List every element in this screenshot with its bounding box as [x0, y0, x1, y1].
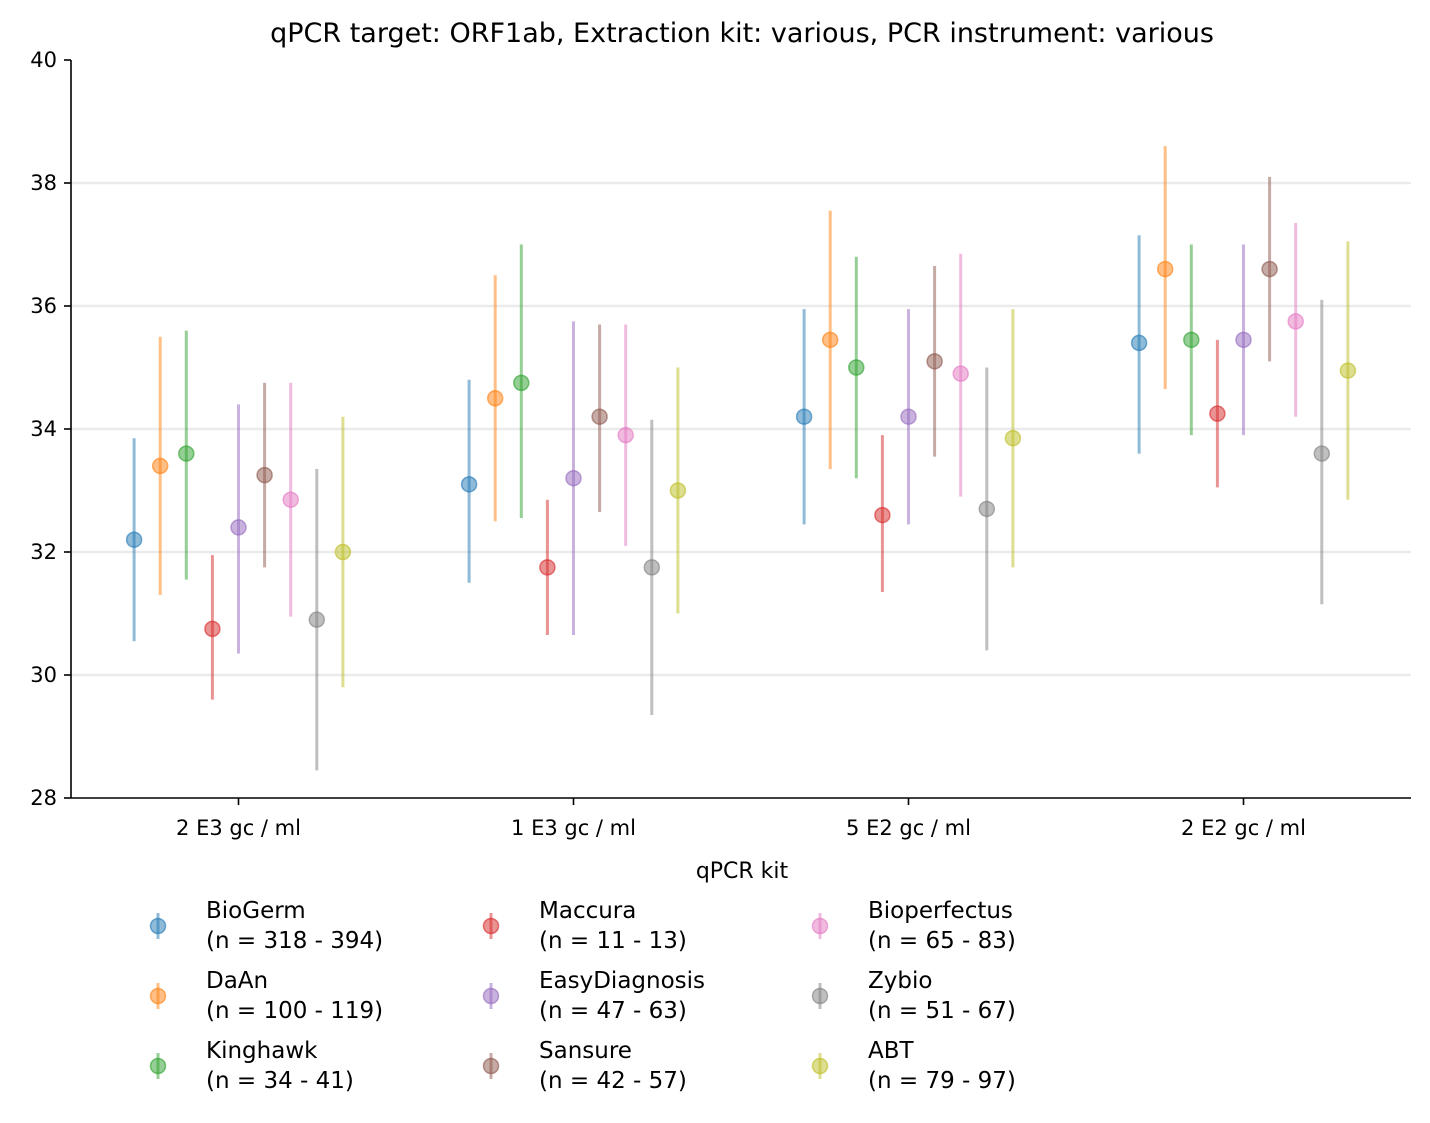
legend-marker-point	[482, 917, 500, 935]
mean-point-sansure	[256, 466, 273, 484]
legend-label: ABT	[868, 1038, 915, 1064]
y-tick-label: 34	[30, 417, 57, 441]
mean-point-easydiagnosis	[565, 469, 582, 487]
legend-n-label: (n = 47 - 63)	[539, 998, 687, 1024]
mean-point-zybio	[308, 611, 326, 628]
mean-point-maccura	[539, 559, 556, 576]
mean-point-kinghawk	[178, 445, 195, 462]
legend-label: EasyDiagnosis	[539, 968, 705, 994]
mean-point-daan	[821, 331, 839, 349]
mean-point-bioperfectus	[952, 365, 969, 382]
x-tick-label: 5 E2 gc / ml	[846, 816, 971, 840]
x-tick-label: 2 E3 gc / ml	[176, 816, 301, 840]
y-tick-label: 36	[30, 294, 57, 318]
mean-point-sansure	[591, 408, 608, 425]
mean-point-abt	[1004, 429, 1022, 447]
legend-item-daan: DaAn (n = 100 - 119)	[149, 968, 383, 1024]
legend-marker-point	[811, 987, 829, 1005]
mean-point-zybio	[643, 559, 661, 576]
legend-n-label: (n = 318 - 394)	[206, 928, 383, 954]
y-tick-label: 28	[30, 786, 57, 810]
grid-lines	[71, 181, 1411, 677]
legend-label: Bioperfectus	[868, 898, 1013, 924]
mean-point-sansure	[926, 353, 943, 370]
mean-point-biogerm	[125, 531, 143, 548]
mean-point-sansure	[1261, 260, 1278, 278]
chart-title: qPCR target: ORF1ab, Extraction kit: var…	[270, 18, 1214, 49]
legend-label: DaAn	[206, 968, 268, 994]
mean-point-daan	[486, 390, 504, 407]
legend-item-maccura: Maccura (n = 11 - 13)	[482, 898, 687, 954]
legend-marker-point	[482, 1057, 500, 1075]
error-bars	[132, 146, 1350, 771]
legend-n-label: (n = 79 - 97)	[868, 1068, 1016, 1094]
legend-n-label: (n = 51 - 67)	[868, 998, 1016, 1024]
mean-point-abt	[334, 543, 352, 561]
mean-point-biogerm	[1130, 334, 1148, 352]
mean-point-daan	[1156, 260, 1174, 278]
legend-item-abt: ABT (n = 79 - 97)	[811, 1038, 1016, 1094]
legend-label: Sansure	[539, 1038, 632, 1064]
axes: 28 30 32 34 36 38 40 2 E3 gc / ml 1 E3 gc / ml 5 …	[30, 48, 1411, 840]
mean-points	[125, 260, 1357, 638]
legend-item-zybio: Zybio (n = 51 - 67)	[811, 968, 1016, 1024]
legend-n-label: (n = 11 - 13)	[539, 928, 687, 954]
legend-n-label: (n = 34 - 41)	[206, 1068, 354, 1094]
legend-n-label: (n = 65 - 83)	[868, 928, 1016, 954]
mean-point-easydiagnosis	[230, 519, 247, 536]
mean-point-kinghawk	[1183, 331, 1200, 349]
y-tick-label: 32	[30, 540, 57, 564]
mean-point-biogerm	[460, 476, 478, 493]
legend-marker-point	[811, 917, 829, 935]
legend-n-label: (n = 100 - 119)	[206, 998, 383, 1024]
mean-point-daan	[151, 457, 169, 475]
legend-label: Zybio	[868, 968, 932, 994]
mean-point-maccura	[874, 506, 891, 524]
mean-point-kinghawk	[848, 359, 865, 376]
mean-point-easydiagnosis	[900, 408, 917, 425]
mean-point-abt	[669, 482, 687, 499]
legend-item-easydiagnosis: EasyDiagnosis (n = 47 - 63)	[482, 968, 705, 1024]
legend-item-biogerm: BioGerm (n = 318 - 394)	[149, 898, 383, 954]
x-tick-label: 1 E3 gc / ml	[511, 816, 636, 840]
mean-point-easydiagnosis	[1235, 331, 1252, 349]
legend-marker-point	[149, 987, 167, 1005]
legend-marker-point	[149, 917, 167, 935]
legend-label: Maccura	[539, 898, 636, 924]
y-tick-label: 40	[30, 48, 57, 72]
legend: BioGerm (n = 318 - 394) DaAn (n = 100 - 119…	[149, 898, 1016, 1094]
mean-point-zybio	[1313, 445, 1331, 462]
y-tick-label: 30	[30, 663, 57, 687]
mean-point-kinghawk	[513, 374, 530, 392]
legend-marker-point	[811, 1057, 829, 1075]
mean-point-biogerm	[795, 408, 813, 425]
legend-item-kinghawk: Kinghawk (n = 34 - 41)	[149, 1038, 354, 1094]
legend-label: BioGerm	[206, 898, 306, 924]
legend-label: Kinghawk	[206, 1038, 318, 1064]
legend-n-label: (n = 42 - 57)	[539, 1068, 687, 1094]
mean-point-bioperfectus	[1287, 313, 1304, 330]
x-axis-label: qPCR kit	[696, 859, 789, 884]
mean-point-zybio	[978, 500, 996, 518]
x-tick-label: 2 E2 gc / ml	[1181, 816, 1306, 840]
mean-point-bioperfectus	[282, 491, 299, 508]
legend-item-bioperfectus: Bioperfectus (n = 65 - 83)	[811, 898, 1016, 954]
mean-point-bioperfectus	[617, 426, 634, 444]
legend-marker-point	[149, 1057, 167, 1075]
y-tick-label: 38	[30, 171, 57, 195]
mean-point-maccura	[204, 620, 221, 638]
mean-point-abt	[1339, 362, 1357, 379]
mean-point-maccura	[1209, 405, 1226, 422]
legend-item-sansure: Sansure (n = 42 - 57)	[482, 1038, 687, 1094]
legend-marker-point	[482, 987, 500, 1005]
